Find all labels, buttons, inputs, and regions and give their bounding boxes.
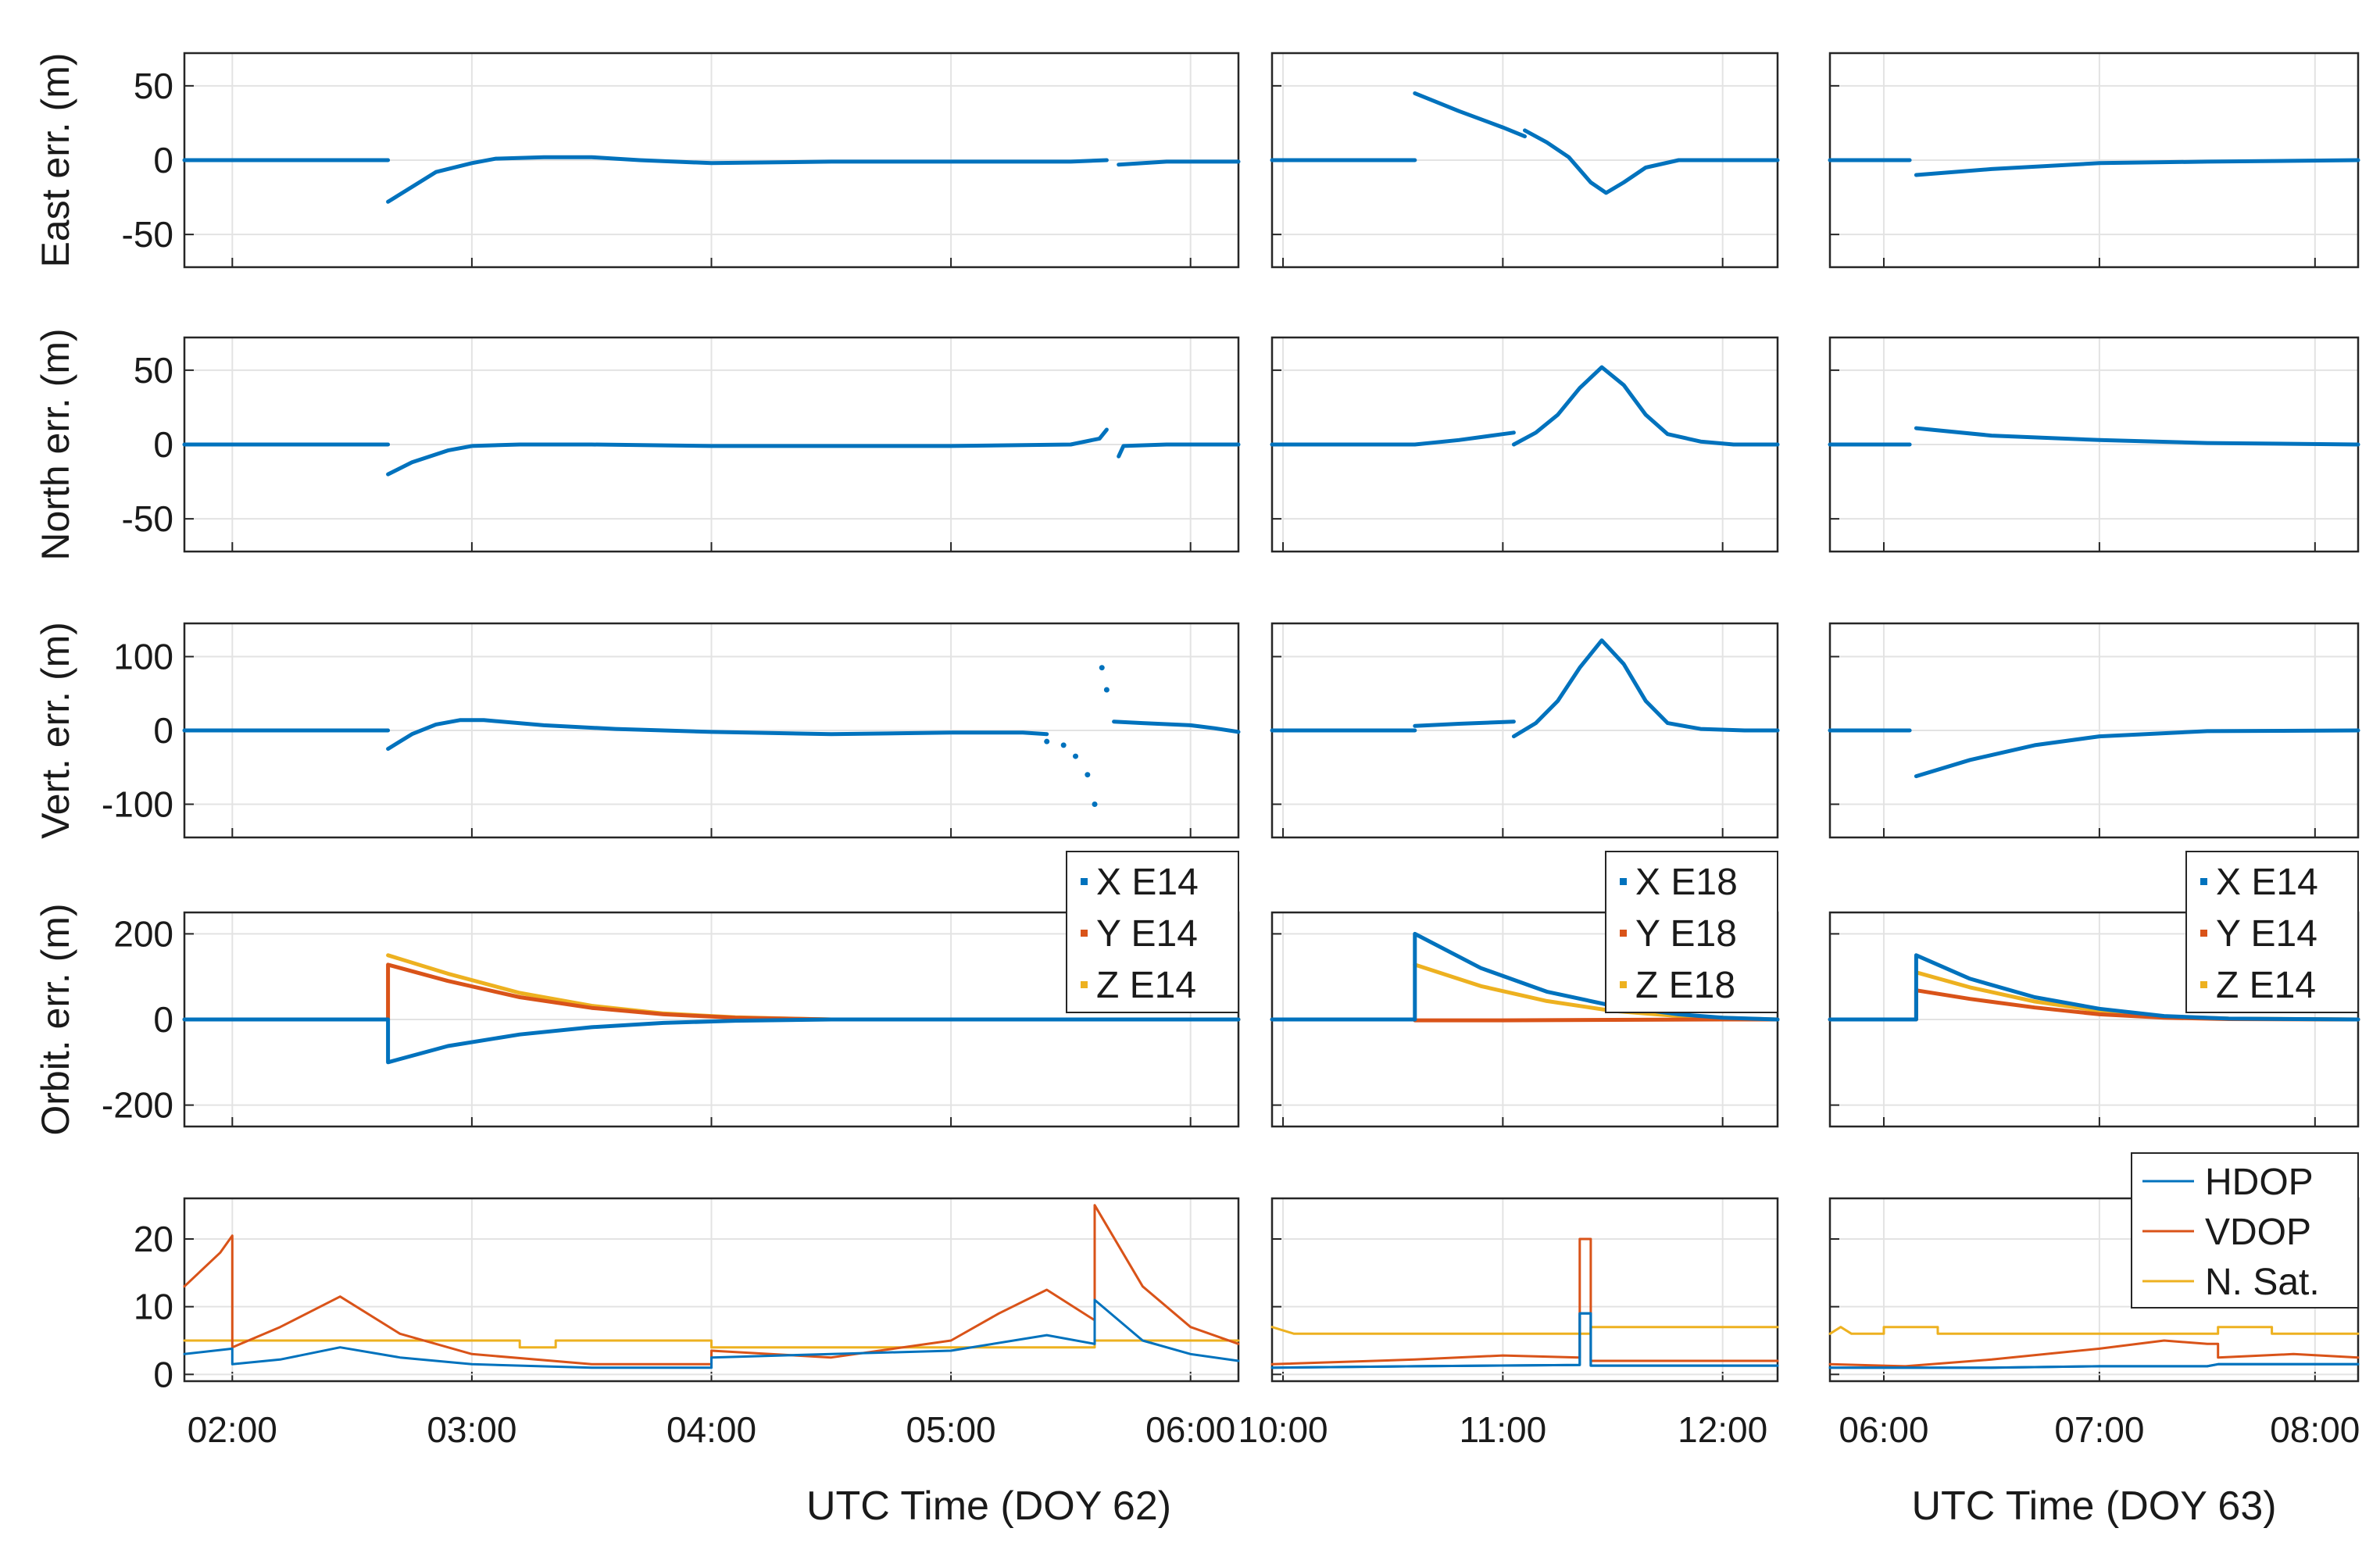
legend-label: Z E14 xyxy=(2216,965,2316,1006)
data-point xyxy=(1073,753,1079,759)
panel-frame-r4-c0 xyxy=(183,1197,1240,1383)
series-east-segment xyxy=(1117,159,1241,167)
legend-label: X E14 xyxy=(1096,862,1199,903)
y-axis-label: East err. (m) xyxy=(34,52,77,267)
y-tick-label: 0 xyxy=(153,710,173,751)
series-vert-segment xyxy=(1914,728,2360,779)
series-hdop xyxy=(183,1298,1240,1369)
legend-marker xyxy=(1081,930,1088,937)
y-tick-label: 0 xyxy=(153,1354,173,1394)
legend-marker xyxy=(1620,878,1627,885)
y-tick-label: 200 xyxy=(113,913,173,954)
x-tick-label: 10:00 xyxy=(1238,1409,1328,1450)
y-tick-label: 50 xyxy=(134,350,173,391)
series-orbit-X-E14 xyxy=(182,1017,1241,1065)
y-axis-label: Orbit. err. (m) xyxy=(34,903,77,1135)
series-east-segment xyxy=(1413,91,1527,139)
series-vdop xyxy=(1828,1339,2360,1368)
y-tick-label: 100 xyxy=(113,637,173,677)
series-north-segment xyxy=(1270,430,1516,447)
legend-marker xyxy=(2200,930,2207,937)
legend-marker xyxy=(1620,930,1627,937)
series-nsat xyxy=(1828,1326,2360,1335)
panel-frame-r4-c1 xyxy=(1270,1197,1779,1383)
x-tick-label: 03:00 xyxy=(427,1409,516,1450)
legend-label: VDOP xyxy=(2205,1212,2311,1253)
data-point xyxy=(1044,738,1050,744)
x-tick-label: 08:00 xyxy=(2270,1409,2360,1450)
series-east-segment xyxy=(386,155,1109,204)
y-tick-label: -50 xyxy=(122,498,173,539)
series-orbit-X-E14 xyxy=(1828,953,2360,1022)
y-tick-label: 0 xyxy=(153,999,173,1040)
series-north-segment xyxy=(1914,426,2360,447)
legend-label: Y E14 xyxy=(2216,913,2317,955)
x-tick-label: 12:00 xyxy=(1678,1409,1767,1450)
series-north-segment xyxy=(386,427,1109,477)
legend-marker xyxy=(1620,981,1627,988)
data-point xyxy=(1092,801,1098,807)
y-tick-label: 50 xyxy=(134,66,173,106)
series-orbit-X-E18 xyxy=(1270,931,1780,1022)
legend-box xyxy=(2185,851,2359,1013)
series-vert-segment xyxy=(386,718,1049,752)
legend-label: Y E18 xyxy=(1635,913,1737,955)
series-north-segment xyxy=(1117,442,1241,459)
series-vert-segment xyxy=(1413,719,1516,728)
legend-label: X E18 xyxy=(1635,862,1738,903)
x-tick-label: 11:00 xyxy=(1460,1409,1547,1450)
series-east-segment xyxy=(1914,158,2360,177)
data-point xyxy=(1099,665,1105,671)
series-hdop-col3 xyxy=(1828,1362,2360,1369)
x-tick-label: 07:00 xyxy=(2054,1409,2144,1450)
y-tick-label: -200 xyxy=(102,1085,173,1126)
data-point xyxy=(1060,742,1067,748)
y-tick-label: 20 xyxy=(134,1219,173,1259)
series-east-segment xyxy=(1523,128,1780,195)
x-tick-label: 02:00 xyxy=(188,1409,277,1450)
x-tick-label: 06:00 xyxy=(1145,1409,1235,1450)
y-tick-label: -100 xyxy=(102,784,173,824)
x-axis-label-left: UTC Time (DOY 62) xyxy=(806,1484,1171,1529)
legend-label: Z E18 xyxy=(1635,965,1735,1006)
data-point xyxy=(1103,687,1110,693)
legend-label: N. Sat. xyxy=(2205,1262,2320,1303)
legend-box xyxy=(1605,851,1778,1013)
series-north-segment xyxy=(1511,365,1780,447)
legend-label: Y E14 xyxy=(1096,913,1198,955)
series-vdop xyxy=(1270,1237,1779,1366)
legend-box xyxy=(1066,851,1239,1013)
y-axis-label: Vert. err. (m) xyxy=(34,622,77,839)
y-tick-label: 0 xyxy=(153,140,173,180)
series-vert-segment xyxy=(1511,638,1780,739)
legend-marker xyxy=(2200,981,2207,988)
series-hdop-col2 xyxy=(1270,1312,1779,1369)
panel-r4-c1 xyxy=(1272,1198,1778,1381)
x-axis-label-right: UTC Time (DOY 63) xyxy=(1911,1484,2276,1529)
y-tick-label: 10 xyxy=(134,1287,173,1327)
data-point xyxy=(1085,772,1091,778)
y-axis-label: North err. (m) xyxy=(34,328,77,560)
legend-marker xyxy=(1081,878,1088,885)
legend-marker xyxy=(1081,981,1088,988)
legend-marker xyxy=(2200,878,2207,885)
legend-label: X E14 xyxy=(2216,862,2318,903)
y-tick-label: -50 xyxy=(122,214,173,255)
x-tick-label: 04:00 xyxy=(666,1409,756,1450)
legend-label: HDOP xyxy=(2205,1162,2314,1203)
y-tick-label: 0 xyxy=(153,424,173,465)
series-vert-segment xyxy=(1112,719,1241,734)
x-tick-label: 05:00 xyxy=(906,1409,996,1450)
x-tick-label: 06:00 xyxy=(1839,1409,1928,1450)
legend-label: Z E14 xyxy=(1096,965,1196,1006)
